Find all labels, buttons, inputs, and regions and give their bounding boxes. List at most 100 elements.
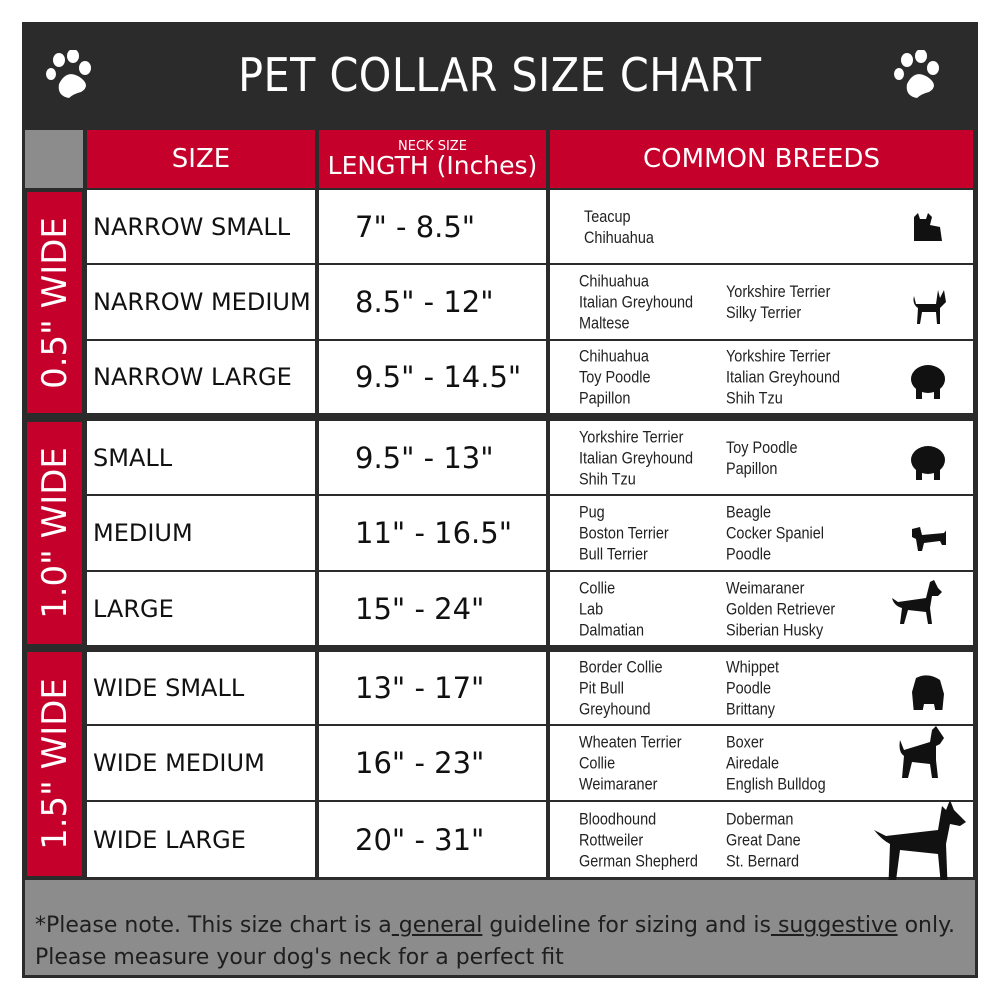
breed-name: Collie <box>579 753 616 773</box>
breeds-column: Whippet Poodle Brittany <box>726 657 788 720</box>
paw-icon <box>46 50 91 98</box>
length-cell: 7" - 8.5" <box>319 190 546 263</box>
breed-name: Weimaraner <box>726 578 805 597</box>
header-sublabel: NECK SIZE <box>398 139 467 154</box>
length-value: 11" - 16.5" <box>355 516 513 550</box>
breed-name: Teacup <box>584 206 631 226</box>
breed-name: Cocker Spaniel <box>726 523 824 543</box>
breeds-cell: Pug Boston Terrier Bull Terrier Beagle Cocke… <box>550 496 973 570</box>
breed-name: Maltese <box>579 313 630 333</box>
breed-name: Shih Tzu <box>579 469 636 488</box>
length-cell: 13" - 17" <box>319 652 546 724</box>
note-text-line2: Please measure your dog's neck for a per… <box>35 945 564 970</box>
breed-name: English Bulldog <box>726 774 826 794</box>
length-cell: 8.5" - 12" <box>319 265 546 339</box>
breed-name: Italian Greyhound <box>579 448 694 467</box>
group-label: 1.5" WIDE <box>27 652 82 876</box>
breeds-column: Chihuahua Toy Poodle Papillon <box>579 346 663 409</box>
breed-name: Airedale <box>726 753 780 773</box>
size-cell: WIDE LARGE <box>87 802 315 877</box>
group-text: 0.5" WIDE <box>34 216 75 389</box>
breed-name: Dalmatian <box>579 620 645 639</box>
note-emphasis: general <box>391 913 483 938</box>
breeds-column: Teacup Chihuahua <box>584 206 666 248</box>
yorkie-silhouette-icon <box>914 212 942 241</box>
breeds-column: Border Collie Pit Bull Greyhound <box>579 657 677 720</box>
column-header-size: SIZE <box>87 130 315 188</box>
size-label: SMALL <box>93 443 173 472</box>
note-text: only. <box>897 913 955 938</box>
bulldog-silhouette-icon <box>912 675 944 710</box>
length-value: 7" - 8.5" <box>355 209 476 244</box>
group-label: 0.5" WIDE <box>27 192 82 413</box>
breed-name: Toy Poodle <box>726 437 798 457</box>
size-label: WIDE LARGE <box>93 825 246 854</box>
size-cell: LARGE <box>87 572 315 645</box>
size-label: NARROW MEDIUM <box>93 288 311 316</box>
pitbull-silhouette-icon <box>899 726 944 778</box>
length-cell: 11" - 16.5" <box>319 496 546 570</box>
breeds-column: Wheaten Terrier Collie Weimaraner <box>579 732 700 795</box>
breed-name: Boxer <box>726 732 764 752</box>
note-text: guideline for sizing and is <box>482 913 771 938</box>
group-label: 1.0" WIDE <box>27 422 82 644</box>
footer-note: *Please note. This size chart is a gener… <box>25 880 975 975</box>
length-cell: 9.5" - 14.5" <box>319 341 546 413</box>
breed-name: Chihuahua <box>584 227 654 247</box>
breeds-column: Chihuahua Italian Greyhound Maltese <box>579 271 713 334</box>
breed-name: Yorkshire Terrier <box>726 282 831 301</box>
breed-name: Chihuahua <box>579 271 649 291</box>
note-emphasis: suggestive <box>770 913 898 938</box>
chart-title: PET COLLAR SIZE CHART <box>238 47 762 102</box>
doberman-silhouette-icon <box>874 800 966 896</box>
breeds-cell: Wheaten Terrier Collie Weimaraner Boxer Aire… <box>550 726 973 800</box>
length-cell: 9.5" - 13" <box>319 421 546 494</box>
paw-icon <box>894 50 939 98</box>
column-header-length: NECK SIZE LENGTH (Inches) <box>319 130 546 188</box>
size-cell: NARROW SMALL <box>87 190 315 263</box>
breed-name: Poodle <box>726 544 771 564</box>
breeds-column: Bloodhound Rottweiler German Shepherd <box>579 808 719 871</box>
size-label: NARROW SMALL <box>93 212 291 241</box>
breed-name: Lab <box>579 599 604 618</box>
chart-header: PET COLLAR SIZE CHART <box>22 22 978 127</box>
corner-cell <box>25 130 83 188</box>
size-cell: MEDIUM <box>87 496 315 570</box>
breed-name: Great Dane <box>726 830 801 849</box>
header-label: SIZE <box>171 144 231 174</box>
breed-name: Italian Greyhound <box>579 292 694 312</box>
breeds-column: Pug Boston Terrier Bull Terrier <box>579 502 685 565</box>
note-text: *Please note. This size chart is a <box>35 913 392 938</box>
size-label: WIDE MEDIUM <box>93 749 265 777</box>
length-value: 16" - 23" <box>355 746 485 780</box>
breeds-column: Toy Poodle Papillon <box>726 437 810 479</box>
breeds-column: Doberman Great Dane St. Bernard <box>726 808 814 871</box>
length-value: 15" - 24" <box>355 591 485 626</box>
length-cell: 16" - 23" <box>319 726 546 800</box>
breed-name: Yorkshire Terrier <box>579 427 684 446</box>
header-label: LENGTH (Inches) <box>327 151 538 180</box>
breed-name: Yorkshire Terrier <box>726 346 831 366</box>
breed-name: Golden Retriever <box>726 599 836 618</box>
breed-name: St. Bernard <box>726 851 800 870</box>
size-cell: NARROW MEDIUM <box>87 265 315 339</box>
breeds-cell: Teacup Chihuahua <box>550 190 973 263</box>
header-label: COMMON BREEDS <box>643 144 880 174</box>
size-cell: NARROW LARGE <box>87 341 315 413</box>
breed-name: Brittany <box>726 699 775 719</box>
length-value: 8.5" - 12" <box>355 285 494 319</box>
breeds-column: Boxer Airedale English Bulldog <box>726 732 843 795</box>
length-value: 20" - 31" <box>355 822 485 857</box>
size-label: WIDE SMALL <box>93 674 245 702</box>
breed-name: German Shepherd <box>579 851 698 870</box>
breed-name: Wheaten Terrier <box>579 732 682 752</box>
breeds-cell: Chihuahua Italian Greyhound Maltese Yorkshi… <box>550 265 973 339</box>
breeds-cell: Chihuahua Toy Poodle Papillon Yorkshire Ter… <box>550 341 973 413</box>
breeds-column: Yorkshire Terrier Italian Greyhound Shih T… <box>726 346 860 409</box>
breed-name: Bull Terrier <box>579 544 648 564</box>
column-header-breeds: COMMON BREEDS <box>550 130 973 188</box>
breed-name: Siberian Husky <box>726 620 824 639</box>
breed-name: Shih Tzu <box>726 388 783 408</box>
group-text: 1.0" WIDE <box>34 447 75 619</box>
breed-name: Chihuahua <box>579 346 649 366</box>
